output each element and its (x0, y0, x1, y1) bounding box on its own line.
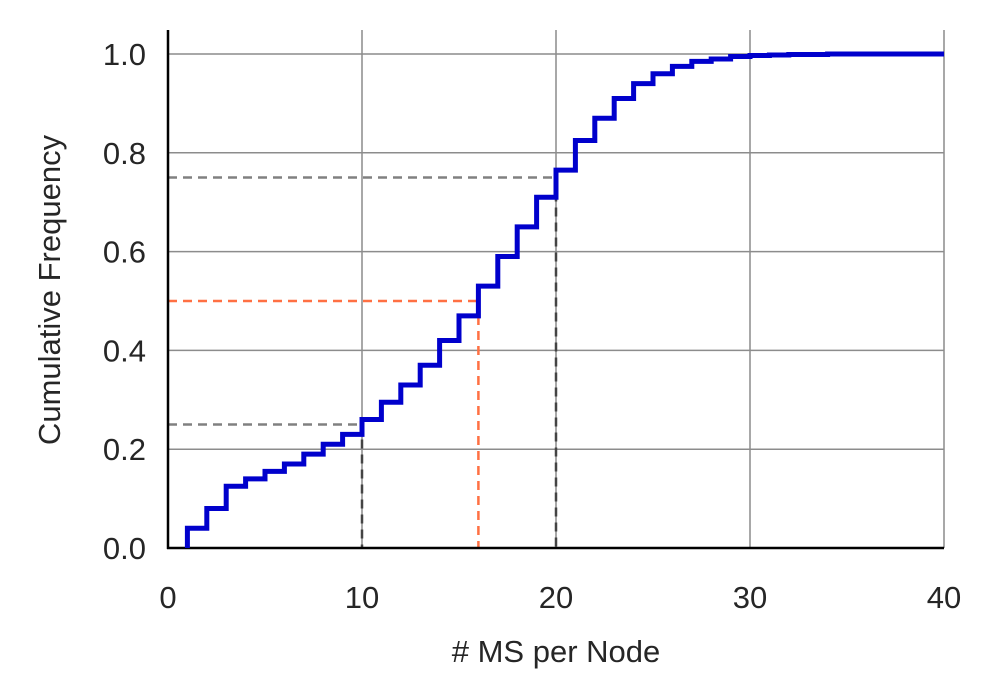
reference-lines (168, 176, 558, 548)
y-tick-label: 0.0 (103, 531, 146, 566)
x-tick-label: 40 (927, 580, 961, 615)
series (184, 51, 944, 548)
x-tick-label: 0 (159, 580, 176, 615)
y-axis-title: Cumulative Frequency (32, 134, 67, 445)
x-axis-title: # MS per Node (452, 634, 661, 669)
x-tick-label: 10 (345, 580, 379, 615)
y-tick-label: 0.6 (103, 235, 146, 270)
y-tick-label: 0.4 (103, 333, 146, 368)
axes (166, 30, 944, 550)
tick-labels: 0 10 20 30 40 0.0 0.2 0.4 0.6 0.8 1.0 (103, 37, 961, 615)
y-tick-label: 0.2 (103, 432, 146, 467)
cdf-step-line (184, 51, 944, 548)
y-tick-label: 1.0 (103, 37, 146, 72)
x-tick-label: 30 (733, 580, 767, 615)
y-tick-label: 0.8 (103, 136, 146, 171)
x-tick-label: 20 (539, 580, 573, 615)
